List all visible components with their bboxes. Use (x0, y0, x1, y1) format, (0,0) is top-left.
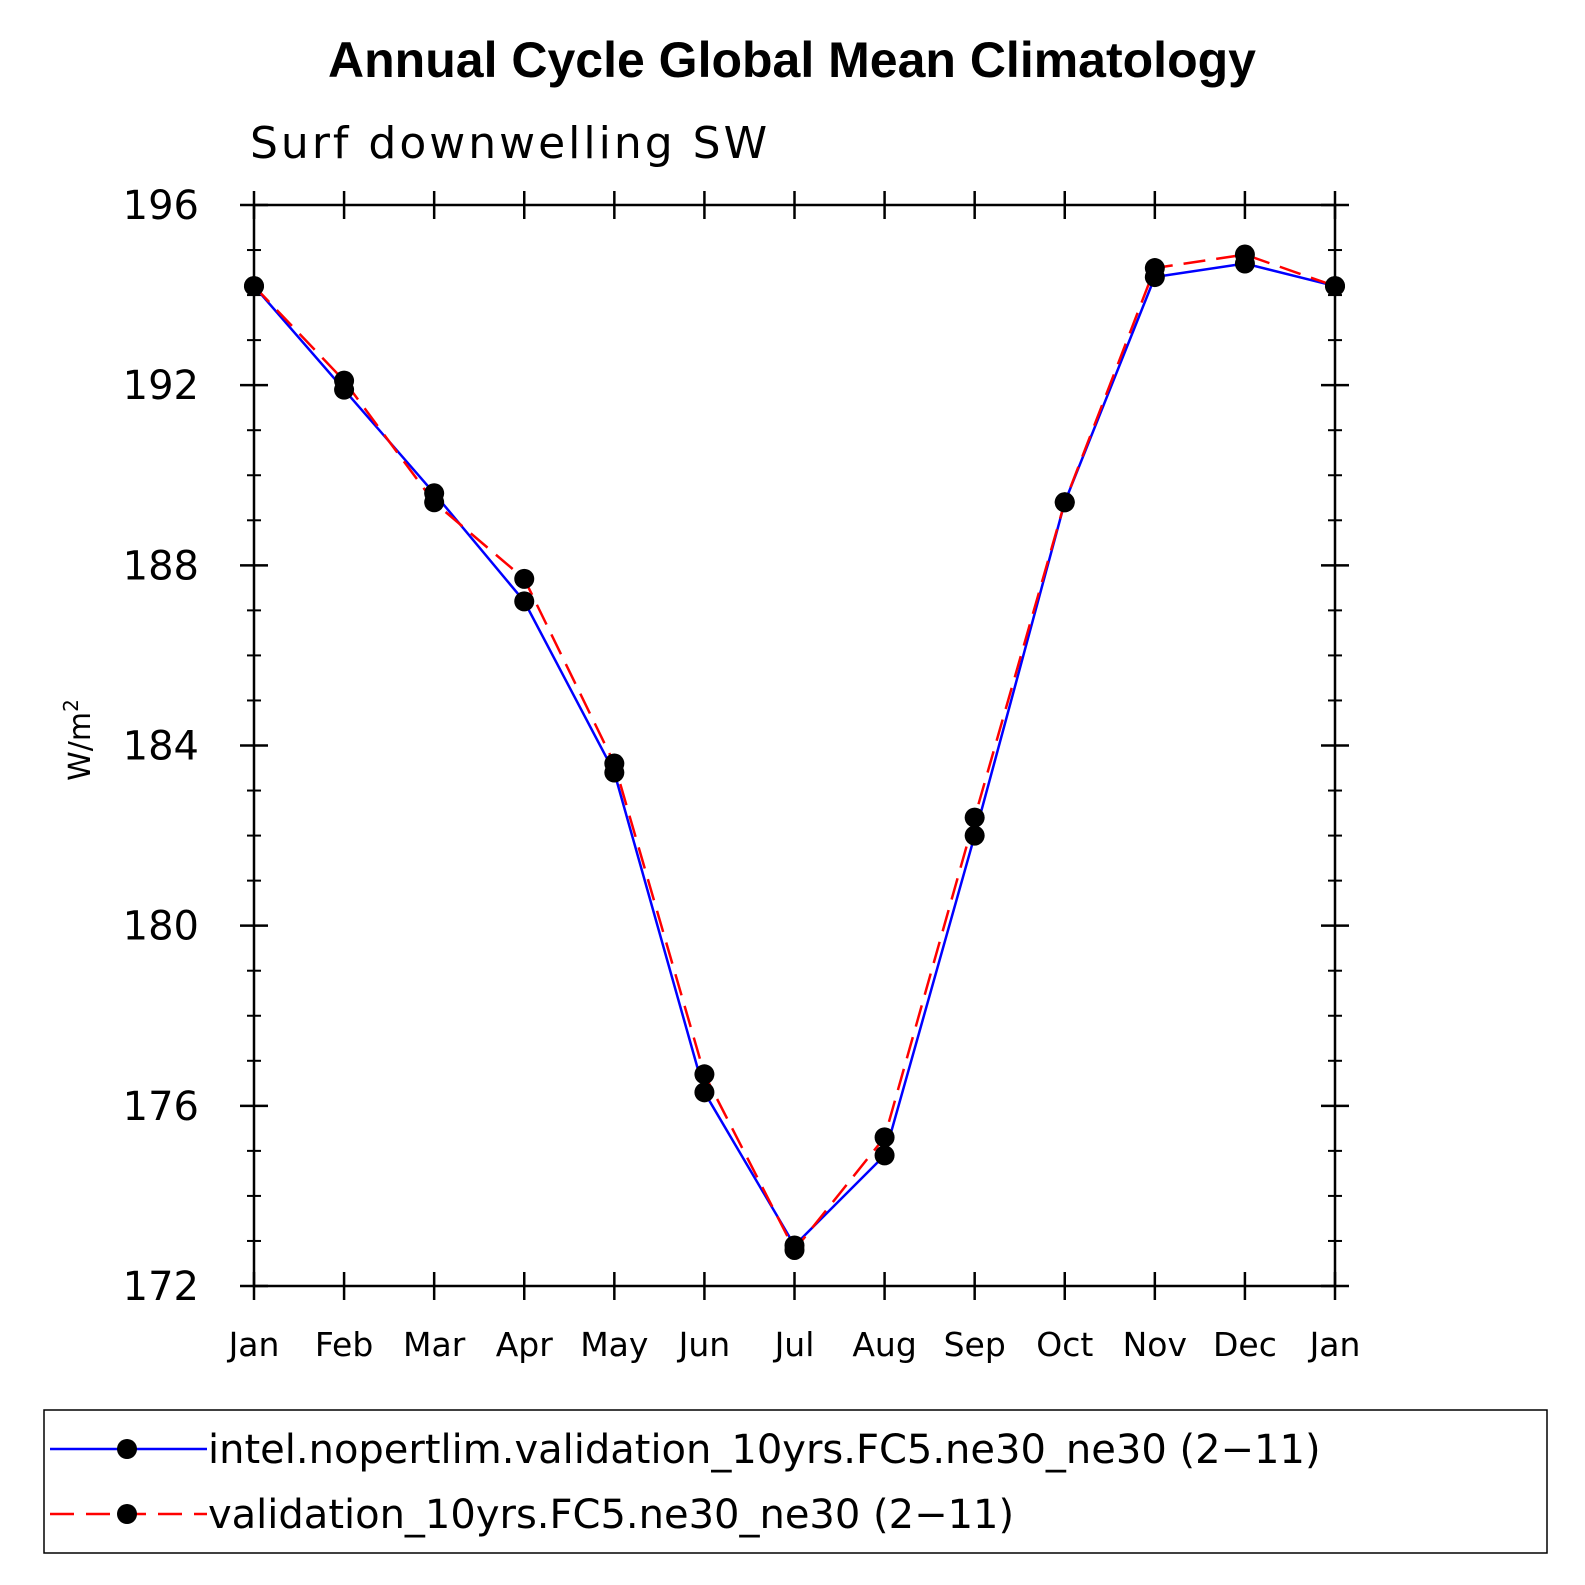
series-1-point (874, 1145, 895, 1166)
y-tick-label: 188 (123, 543, 199, 589)
series-2-point (964, 807, 985, 828)
x-tick-label: Feb (315, 1325, 373, 1364)
series-2-point (334, 370, 355, 391)
series-1-point (964, 825, 985, 846)
y-axis-label: W/m2 (59, 699, 98, 781)
series-2-point (874, 1127, 895, 1148)
x-tick-label: Oct (1036, 1325, 1093, 1364)
series-group (244, 244, 1345, 1260)
plot-frame (252, 203, 1337, 1288)
series-1-point (514, 591, 535, 612)
x-tick-label: Aug (852, 1325, 916, 1364)
x-tick-label: Apr (496, 1325, 554, 1364)
series-2-point (604, 753, 625, 774)
legend-box (43, 1409, 1548, 1554)
series-2-point (424, 492, 445, 513)
y-tick-label: 184 (123, 724, 199, 770)
y-tick-label: 196 (123, 183, 199, 229)
y-tick-label: 180 (123, 904, 199, 950)
y-tick-label: 172 (123, 1264, 199, 1310)
legend-marker-series-2 (117, 1504, 137, 1524)
series-line-2 (253, 253, 1336, 1253)
legend-label-series-2: validation_10yrs.FC5.ne30_ne30 (2−11) (208, 1492, 1014, 1538)
series-2-point (784, 1239, 805, 1260)
chart-title: Annual Cycle Global Mean Climatology (328, 32, 1256, 88)
legend: intel.nopertlim.validation_10yrs.FC5.ne3… (43, 1409, 1548, 1554)
x-tick-label: Jul (773, 1325, 815, 1364)
x-tick-label: May (580, 1325, 648, 1364)
y-tick-label: 192 (123, 363, 199, 409)
x-tick-label: Dec (1213, 1325, 1277, 1364)
series-2-point (514, 568, 535, 589)
chart-subtitle: Surf downwelling SW (250, 118, 770, 169)
x-tick-label: Jan (227, 1325, 280, 1364)
x-tick-label: Jun (677, 1325, 731, 1364)
legend-marker-series-1 (117, 1439, 137, 1459)
x-tick-label: Nov (1123, 1325, 1187, 1364)
axis-ticks: Jan Feb Mar Apr May Jun Jul Aug Sep Oct Nov Dec Jan 1… (123, 183, 1361, 1364)
x-tick-label: Jan (1308, 1325, 1361, 1364)
legend-label-series-1: intel.nopertlim.validation_10yrs.FC5.ne3… (208, 1427, 1321, 1473)
series-2-point (1234, 244, 1255, 265)
series-1-point (694, 1082, 715, 1103)
x-tick-label: Sep (944, 1325, 1006, 1364)
series-2-point (1054, 492, 1075, 513)
series-line-1 (253, 262, 1336, 1248)
series-2-point (694, 1064, 715, 1085)
x-tick-label: Mar (403, 1325, 466, 1364)
series-2-point (1144, 258, 1165, 279)
y-tick-label: 176 (123, 1084, 199, 1130)
